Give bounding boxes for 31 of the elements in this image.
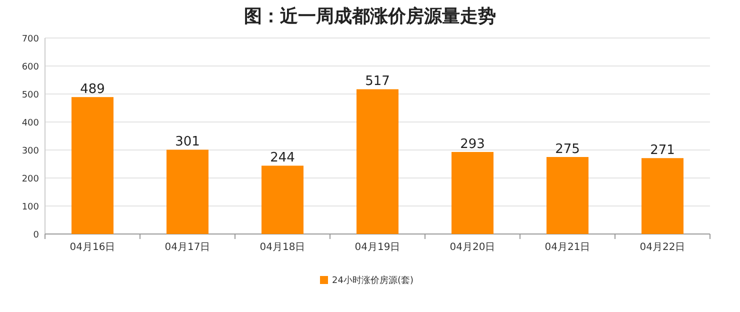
x-tick-label: 04月22日 bbox=[640, 242, 686, 253]
bar bbox=[452, 152, 494, 234]
data-label: 301 bbox=[175, 134, 200, 150]
bar bbox=[642, 158, 684, 234]
data-label: 293 bbox=[460, 136, 485, 152]
data-label: 489 bbox=[80, 82, 105, 98]
x-tick-label: 04月17日 bbox=[164, 242, 210, 253]
x-tick-label: 04月18日 bbox=[260, 242, 306, 253]
y-tick-label: 100 bbox=[22, 202, 40, 212]
y-tick-label: 400 bbox=[22, 118, 40, 128]
data-label: 275 bbox=[555, 142, 580, 157]
x-tick-label: 04月20日 bbox=[450, 242, 496, 253]
y-tick-label: 0 bbox=[33, 230, 40, 240]
data-label: 271 bbox=[650, 143, 675, 158]
bar bbox=[72, 97, 114, 234]
y-tick-label: 600 bbox=[22, 62, 40, 72]
y-tick-label: 300 bbox=[22, 146, 40, 156]
x-tick-label: 04月21日 bbox=[544, 242, 590, 253]
bar bbox=[166, 150, 208, 234]
bar bbox=[546, 157, 588, 234]
y-tick-label: 500 bbox=[22, 90, 40, 100]
y-tick-label: 700 bbox=[22, 34, 40, 44]
legend-label: 24小时涨价房源(套) bbox=[332, 275, 414, 286]
data-label: 517 bbox=[365, 74, 390, 90]
data-label: 244 bbox=[270, 150, 295, 166]
bar bbox=[356, 89, 398, 234]
chart-title: 图：近一周成都涨价房源量走势 bbox=[244, 6, 496, 27]
x-tick-label: 04月16日 bbox=[70, 242, 116, 253]
y-tick-label: 200 bbox=[22, 174, 40, 184]
x-tick-label: 04月19日 bbox=[354, 242, 400, 253]
bar bbox=[262, 166, 304, 234]
